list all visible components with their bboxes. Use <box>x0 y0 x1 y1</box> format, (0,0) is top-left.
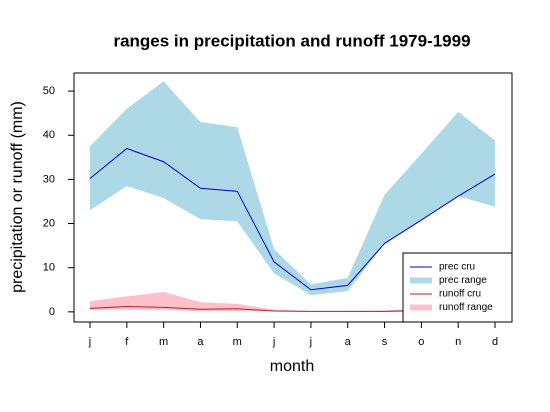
x-tick-label: m <box>233 336 242 348</box>
y-tick-label: 0 <box>49 306 55 318</box>
x-tick-label: j <box>309 336 312 348</box>
data-line <box>89 147 496 291</box>
range-area <box>90 291 495 312</box>
x-tick-label: s <box>382 336 388 348</box>
x-tick-label: o <box>418 336 424 348</box>
y-tick-label: 40 <box>43 129 55 141</box>
x-tick-label: f <box>125 336 129 348</box>
x-tick-label: m <box>159 336 168 348</box>
x-tick-label: j <box>272 336 275 348</box>
legend-label: prec cru <box>439 262 475 273</box>
x-tick-label: a <box>197 336 204 348</box>
x-tick-label: d <box>492 336 498 348</box>
x-axis-label: month <box>270 358 314 375</box>
legend-label: runoff range <box>439 302 493 313</box>
x-tick-label: n <box>455 336 461 348</box>
chart-title: ranges in precipitation and runoff 1979-… <box>113 31 470 50</box>
y-tick-label: 20 <box>43 217 55 229</box>
y-tick-label: 30 <box>43 173 55 185</box>
x-tick-label: j <box>88 336 91 348</box>
y-tick-label: 10 <box>43 262 55 274</box>
y-tick-label: 50 <box>43 85 55 97</box>
legend-label: runoff cru <box>439 289 481 300</box>
x-tick-label: a <box>345 336 352 348</box>
y-axis-label: precipitation or runoff (mm) <box>9 101 26 293</box>
legend-label: prec range <box>439 275 487 286</box>
range-area <box>90 81 495 296</box>
